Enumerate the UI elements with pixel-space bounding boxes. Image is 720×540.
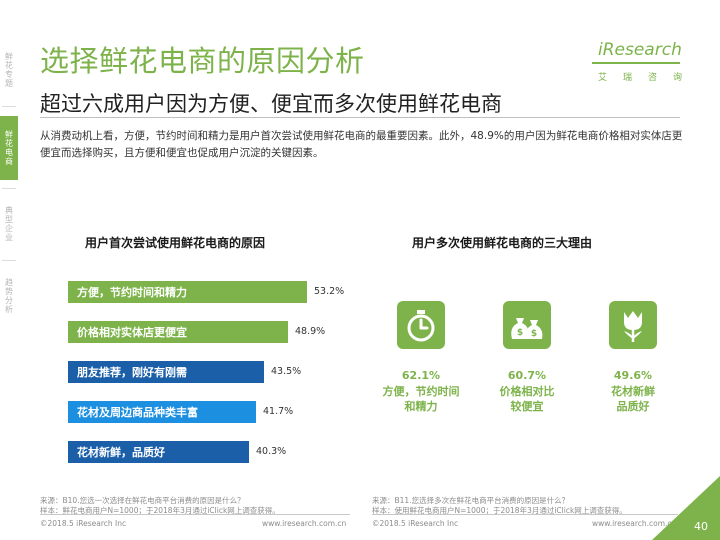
bar-item: 朋友推荐，刚好有刚需 xyxy=(68,361,264,383)
nav-divider xyxy=(2,106,16,107)
page-title: 选择鲜花电商的原因分析 xyxy=(40,44,365,78)
footer-copyright-left: ©2018.5 iResearch Inc xyxy=(40,519,127,528)
bar-category-label: 方便，节约时间和精力 xyxy=(77,286,187,299)
title-divider xyxy=(40,117,680,118)
page-number: 40 xyxy=(694,520,708,533)
reason-3-label-line1: 花材新鲜 xyxy=(611,385,655,398)
reason-tile-price: $ $ xyxy=(503,301,551,349)
reason-1-percent: 62.1% xyxy=(401,369,441,382)
logo-char: 咨 xyxy=(647,73,657,83)
logo-char: 瑞 xyxy=(622,73,632,83)
left-source-note: 来源：B10.您选一次选择在鲜花电商平台消费的原因是什么？ xyxy=(40,496,245,505)
nav-item-flower-topic[interactable]: 鲜花专题 xyxy=(4,52,14,88)
bar-value-label: 48.9% xyxy=(295,326,326,337)
nav-item-typical-companies[interactable]: 典型企业 xyxy=(4,206,14,242)
bar-value-label: 40.3% xyxy=(256,446,287,457)
bar-value-label: 53.2% xyxy=(314,286,345,297)
reason-1-label-line2: 和精力 xyxy=(404,400,438,413)
bar-category-label: 朋友推荐，刚好有刚需 xyxy=(77,366,187,379)
footer-line-right xyxy=(372,514,678,515)
right-sample-note: 样本：使用鲜花电商用户N=1000；于2018年3月通过iClick网上调查获得… xyxy=(372,506,627,515)
footer-url-right[interactable]: www.iresearch.com.cn xyxy=(592,519,677,528)
bar-item: 花材及周边商品种类丰富 xyxy=(68,401,256,423)
bar-item: 方便，节约时间和精力 xyxy=(68,281,307,303)
bar-item: 价格相对实体店更便宜 xyxy=(68,321,288,343)
reason-tile-freshness xyxy=(609,301,657,349)
logo-bar xyxy=(592,62,680,64)
reason-3-label-line2: 品质好 xyxy=(616,400,650,413)
iresearch-logo: iResearch 艾 瑞 咨 询 xyxy=(592,38,682,83)
bar-category-label: 花材及周边商品种类丰富 xyxy=(77,406,198,419)
logo-brand: iResearch xyxy=(598,40,682,60)
intro-paragraph: 从消费动机上看，方便，节约时间和精力是用户首次尝试使用鲜花电商的最重要因素。此外… xyxy=(40,130,683,159)
reason-3-percent: 49.6% xyxy=(613,369,653,382)
footer-line-left xyxy=(40,514,350,515)
left-chart-title: 用户首次尝试使用鲜花电商的原因 xyxy=(85,236,266,250)
right-chart-title: 用户多次使用鲜花电商的三大理由 xyxy=(412,236,593,250)
nav-item-flower-ecommerce[interactable]: 鲜花电商 xyxy=(0,116,18,180)
reason-2-label-line1: 价格相对比 xyxy=(499,385,555,398)
nav-divider xyxy=(2,188,16,189)
tulip-icon xyxy=(624,311,642,342)
reason-2-percent: 60.7% xyxy=(507,369,547,382)
bar-category-label: 价格相对实体店更便宜 xyxy=(77,326,187,339)
page-corner-triangle xyxy=(652,476,720,540)
stopwatch-icon xyxy=(407,310,435,342)
logo-char: 艾 xyxy=(598,73,608,83)
nav-divider xyxy=(2,260,16,261)
svg-text:$: $ xyxy=(531,329,537,339)
reason-tile-convenience xyxy=(397,301,445,349)
bar-value-label: 41.7% xyxy=(263,406,294,417)
right-source-note: 来源：B11.您选择多次在鲜花电商平台消费的原因是什么？ xyxy=(372,496,570,505)
nav-item-trend-analysis[interactable]: 趋势分析 xyxy=(4,278,14,314)
reason-2-label-line2: 较便宜 xyxy=(510,400,544,413)
svg-text:$: $ xyxy=(517,328,523,338)
left-sample-note: 样本：鲜花电商用户N=1000；于2018年3月通过iClick网上调查获得。 xyxy=(40,506,280,515)
logo-chinese: 艾 瑞 咨 询 xyxy=(598,70,682,83)
reason-1-label-line1: 方便，节约时间 xyxy=(382,385,460,398)
bar-category-label: 花材新鲜，品质好 xyxy=(77,446,165,459)
page-subtitle: 超过六成用户因为方便、便宜而多次使用鲜花电商 xyxy=(40,92,502,116)
bar-item: 花材新鲜，品质好 xyxy=(68,441,249,463)
logo-char: 询 xyxy=(672,73,682,83)
footer-url-left[interactable]: www.iresearch.com.cn xyxy=(262,519,347,528)
money-bags-icon: $ $ xyxy=(511,318,543,339)
footer-copyright-right: ©2018.5 iResearch Inc xyxy=(372,519,459,528)
bar-value-label: 43.5% xyxy=(271,366,302,377)
